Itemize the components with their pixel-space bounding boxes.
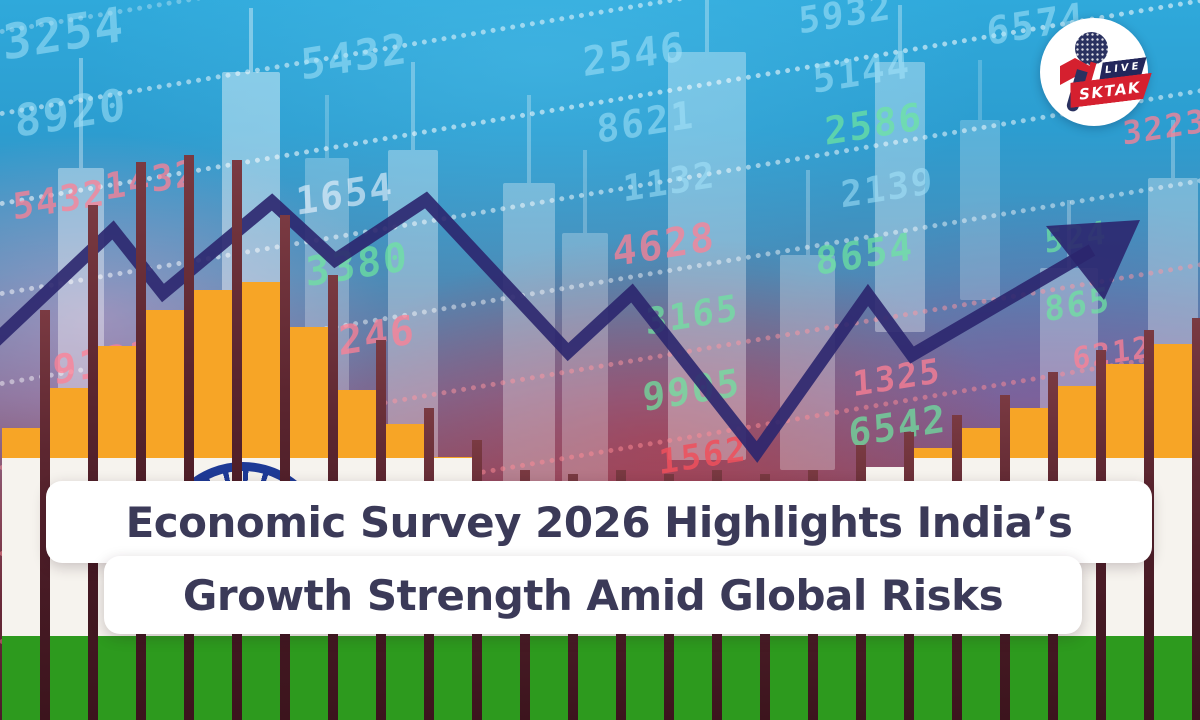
flag-bar xyxy=(2,428,40,720)
candlestick-wick xyxy=(978,60,982,120)
bar-divider-stripe xyxy=(280,215,290,720)
candlestick-wick xyxy=(325,95,329,158)
candlestick-wick xyxy=(705,0,709,52)
headline-banner-line1: Economic Survey 2026 Highlights India’s xyxy=(46,481,1152,563)
candlestick-wick xyxy=(583,150,587,233)
candlestick-wick xyxy=(249,8,253,72)
headline-banner-line2: Growth Strength Amid Global Risks xyxy=(104,556,1082,634)
headline-text-line1: Economic Survey 2026 Highlights India’s xyxy=(125,497,1073,547)
candlestick-wick xyxy=(527,95,531,183)
trend-arrowhead-icon xyxy=(1046,220,1140,300)
bar-divider-stripe xyxy=(136,162,146,720)
bar-divider-stripe xyxy=(232,160,242,720)
bar-divider-stripe xyxy=(1192,318,1200,720)
candlestick-wick xyxy=(898,5,902,62)
bar-divider-stripe xyxy=(184,155,194,720)
candlestick-wick xyxy=(805,170,810,255)
bar-divider-stripe xyxy=(40,310,50,720)
logo-live-label: LIVE xyxy=(1104,60,1142,77)
microphone-icon xyxy=(1075,32,1108,65)
flag-bar xyxy=(1154,344,1192,720)
candlestick-wick xyxy=(411,62,415,150)
trend-zigzag-line xyxy=(0,191,1096,463)
candlestick-wick xyxy=(79,58,83,168)
logo-sktak-label: SKTAK xyxy=(1078,77,1142,104)
headline-text-line2: Growth Strength Amid Global Risks xyxy=(182,570,1004,620)
background-candlestick xyxy=(875,62,925,332)
background-candlestick xyxy=(960,120,1000,300)
candlestick-wick xyxy=(1171,120,1175,178)
sktak-live-logo: LIVE SKTAK xyxy=(1040,18,1148,126)
bar-divider-stripe xyxy=(88,205,98,720)
